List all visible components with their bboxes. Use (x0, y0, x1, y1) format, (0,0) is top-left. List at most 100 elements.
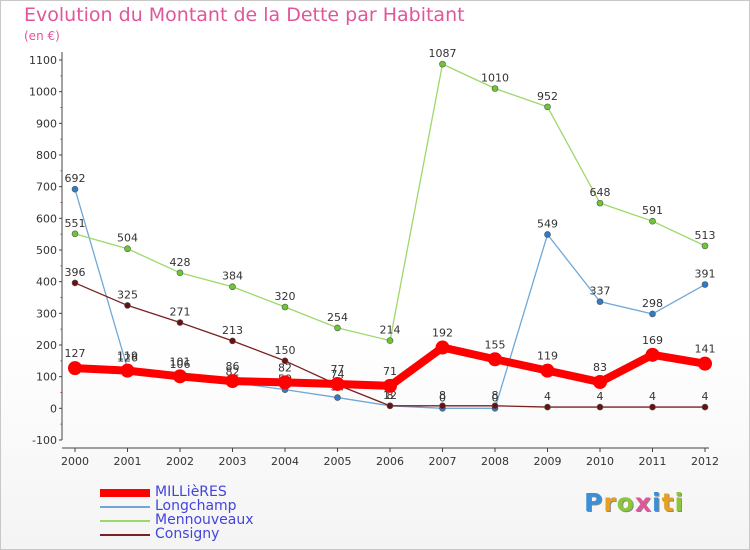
data-label: 106 (170, 358, 191, 371)
x-tick-label: 2006 (376, 455, 404, 468)
data-label: 952 (537, 90, 558, 103)
data-point (649, 217, 656, 225)
data-point (698, 356, 712, 371)
data-point (383, 378, 397, 393)
proxiti-logo: Proxiti (584, 488, 684, 517)
legend-swatch-longchamp (100, 506, 150, 508)
x-tick-label: 2010 (586, 455, 614, 468)
data-label: 77 (331, 363, 345, 376)
data-label: 4 (597, 390, 604, 403)
chart-subtitle: (en €) (24, 29, 60, 43)
data-label: 119 (537, 350, 558, 363)
data-label: 8 (492, 389, 499, 402)
y-tick-label: 600 (36, 212, 57, 225)
y-tick-label: 1000 (29, 86, 57, 99)
logo-letter: i (674, 488, 685, 517)
legend-item-consigny: Consigny (100, 526, 400, 542)
data-label: 71 (383, 365, 397, 378)
data-point (491, 402, 499, 410)
y-tick-label: 300 (36, 307, 57, 320)
data-point (596, 403, 604, 411)
data-point (334, 324, 341, 332)
x-tick-label: 2012 (691, 455, 719, 468)
x-tick-label: 2004 (271, 455, 299, 468)
data-point (439, 60, 446, 68)
data-label: 337 (590, 285, 611, 298)
data-label: 254 (327, 311, 348, 324)
data-label: 320 (275, 290, 296, 303)
data-label: 391 (695, 268, 716, 281)
data-point (281, 303, 289, 311)
logo-letter: x (634, 488, 652, 517)
y-tick-label: 0 (50, 402, 57, 415)
y-tick-label: 100 (36, 371, 57, 384)
data-label: 101 (170, 355, 191, 368)
data-point (176, 319, 184, 326)
y-tick-label: 500 (36, 244, 57, 257)
legend-item-mennouveaux: Mennouveaux (100, 512, 400, 528)
data-point (439, 402, 446, 410)
data-label: 692 (65, 172, 86, 185)
data-point (701, 242, 709, 250)
data-label: 213 (222, 324, 243, 337)
data-label: 271 (170, 306, 191, 319)
data-point (124, 302, 131, 309)
legend-item-millieres: MILLièRES (100, 484, 400, 500)
y-tick-label: 900 (36, 117, 57, 130)
legend-item-longchamp: Longchamp (100, 499, 400, 514)
data-label: 8 (387, 389, 394, 402)
data-label: 0 (439, 391, 446, 404)
x-tick-label: 2009 (534, 455, 562, 468)
x-tick-label: 2007 (429, 455, 457, 468)
data-label: 4 (649, 390, 656, 403)
data-label: 325 (117, 288, 138, 301)
data-label: 141 (695, 343, 716, 356)
data-label: 169 (642, 334, 663, 347)
data-point (701, 281, 709, 288)
data-label: 549 (537, 217, 558, 230)
x-tick-label: 2002 (166, 455, 194, 468)
y-tick-label: 400 (36, 276, 57, 289)
data-label: 192 (432, 327, 453, 340)
x-tick-label: 2008 (481, 455, 509, 468)
data-point (173, 369, 187, 384)
legend-label-mennouveaux: Mennouveaux (155, 512, 254, 528)
y-tick-label: 1100 (29, 54, 57, 67)
logo-letter: r (603, 488, 617, 517)
data-label: 86 (226, 360, 240, 373)
data-point (229, 283, 236, 291)
data-point (71, 185, 79, 193)
data-label: 8 (439, 389, 446, 402)
data-label: 396 (65, 266, 86, 279)
data-point (540, 363, 555, 378)
y-tick-label: 800 (36, 149, 57, 162)
data-label: 4 (544, 390, 551, 403)
data-point (491, 85, 499, 92)
data-point (488, 352, 502, 367)
legend-swatch-consigny (100, 534, 150, 536)
data-point (176, 269, 184, 277)
data-point (225, 374, 240, 389)
x-tick-label: 2001 (114, 455, 142, 468)
data-label: 1010 (481, 72, 509, 85)
legend-label-millieres: MILLièRES (155, 484, 227, 500)
data-label: 648 (590, 186, 611, 199)
data-label: 428 (170, 256, 191, 269)
logo-letter: i (652, 488, 662, 517)
data-label: 214 (380, 324, 401, 337)
data-label: 551 (65, 217, 86, 230)
data-point (596, 199, 604, 207)
data-label: 82 (278, 361, 292, 374)
legend-label-consigny: Consigny (155, 526, 220, 542)
data-label: 1087 (429, 47, 457, 60)
data-point (596, 298, 604, 305)
x-tick-label: 2000 (61, 455, 89, 468)
logo-letter: o (616, 488, 635, 517)
data-label: 4 (702, 390, 709, 403)
data-label: 298 (642, 297, 663, 310)
series-line-mennouveaux (74, 63, 706, 342)
data-point (649, 310, 656, 318)
data-point (334, 394, 341, 401)
